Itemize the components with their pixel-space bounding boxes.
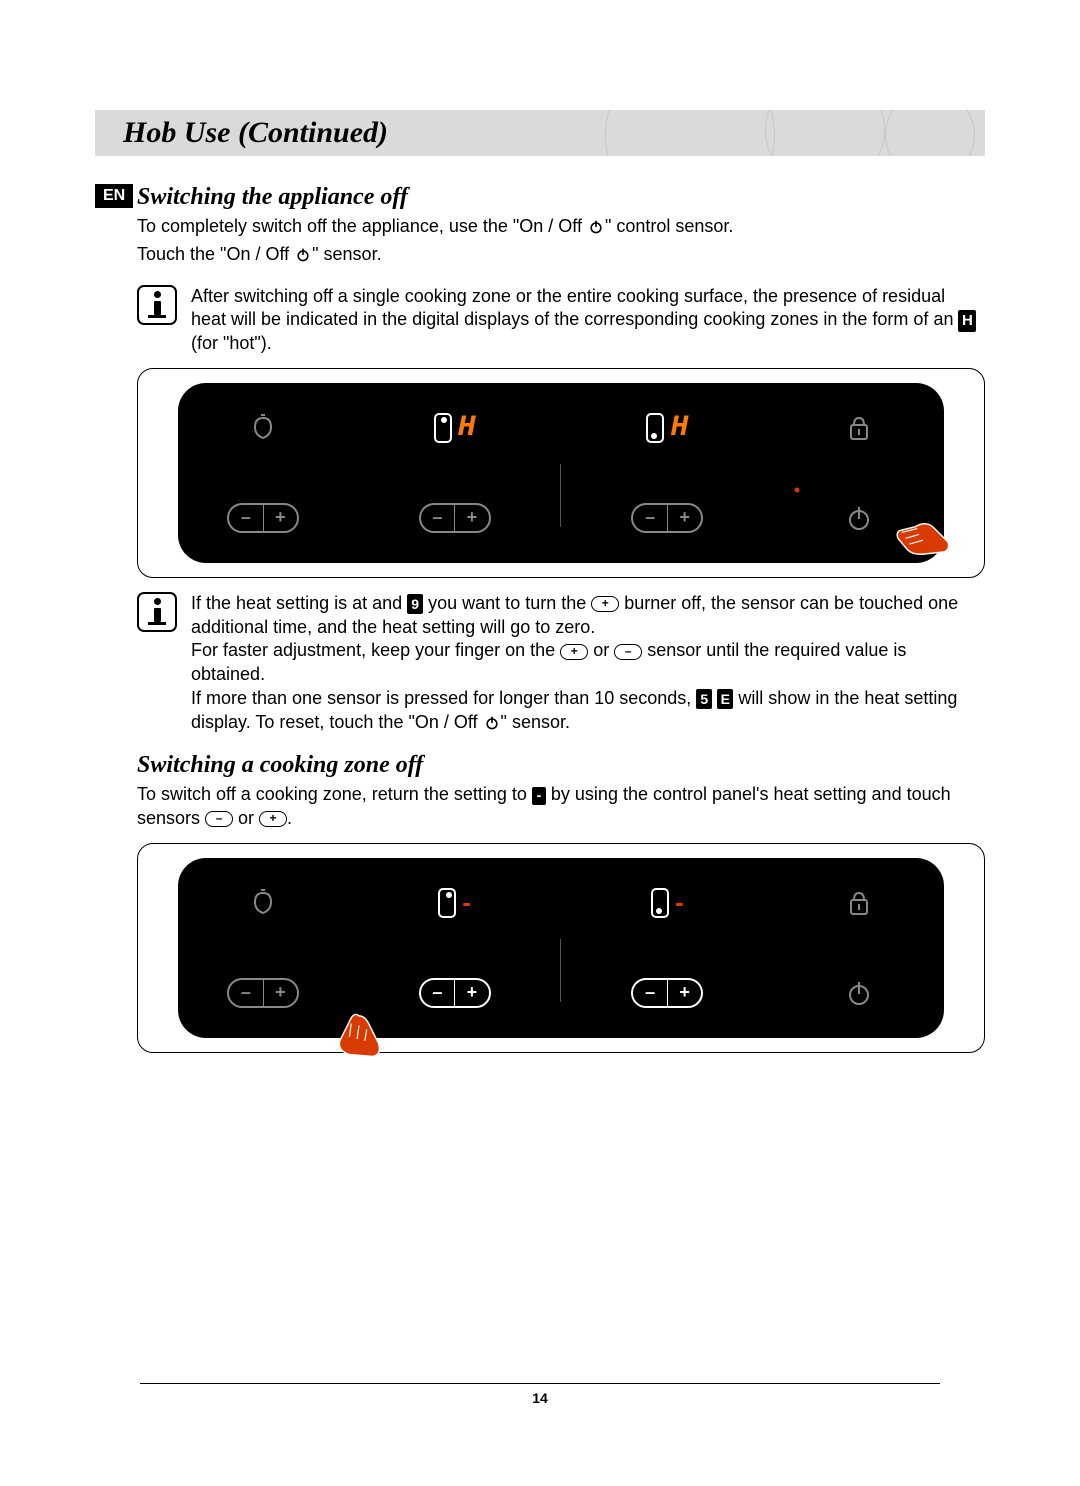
power-icon: [844, 978, 874, 1008]
info-icon: [137, 592, 177, 632]
header-decoration: [605, 110, 775, 156]
text: " sensor.: [501, 712, 570, 732]
text: you want to turn the: [423, 593, 591, 613]
power-icon: [587, 218, 605, 236]
page-title: Hob Use (Continued): [123, 116, 388, 150]
zone-indicator-icon: [438, 888, 456, 918]
zone-indicator-icon: [651, 888, 669, 918]
zone-display: -: [675, 887, 684, 918]
header-bar: Hob Use (Continued): [95, 110, 985, 156]
lock-icon: [845, 888, 873, 918]
text: or: [588, 640, 614, 660]
minus-pill-icon: –: [205, 811, 233, 827]
text: If the heat setting is at and: [191, 593, 407, 613]
pointing-hand-icon: [894, 517, 952, 565]
header-decoration: [885, 110, 975, 156]
info-text: If the heat setting is at and 9 you want…: [191, 592, 985, 735]
control-panel-illustration: –+ H –+: [137, 368, 985, 578]
zone-indicator-icon: [646, 413, 664, 443]
text: " control sensor.: [605, 216, 733, 236]
timer-icon: [248, 888, 278, 918]
body-text: To completely switch off the appliance, …: [137, 215, 985, 239]
pointing-hand-icon: [330, 1012, 388, 1065]
info-text: After switching off a single cooking zon…: [191, 285, 985, 356]
minus-plus-control: –+: [631, 503, 703, 533]
digit-symbol-icon: 5: [696, 689, 712, 709]
digit-symbol-icon: E: [717, 689, 733, 709]
text: If more than one sensor is pressed for l…: [191, 688, 696, 708]
text: After switching off a single cooking zon…: [191, 286, 958, 330]
lock-icon: [845, 413, 873, 443]
body-text: To switch off a cooking zone, return the…: [137, 783, 985, 831]
hot-display: H: [670, 411, 688, 445]
minus-plus-control: –+: [631, 978, 703, 1008]
section-heading: Switching a cooking zone off: [137, 752, 985, 779]
text: " sensor.: [312, 244, 381, 264]
page-number: 14: [140, 1384, 940, 1406]
hot-symbol-icon: H: [958, 310, 976, 332]
control-panel-illustration: –+ - –+: [137, 843, 985, 1053]
indicator-dot: [794, 487, 800, 493]
power-icon: [294, 246, 312, 264]
body-text: Touch the "On / Off " sensor.: [137, 243, 985, 267]
minus-pill-icon: –: [614, 644, 642, 660]
text: .: [287, 808, 292, 828]
text: For faster adjustment, keep your finger …: [191, 640, 560, 660]
minus-plus-control: –+: [419, 503, 491, 533]
hot-display: H: [458, 411, 476, 445]
text: Touch the "On / Off: [137, 244, 294, 264]
timer-icon: [248, 413, 278, 443]
text: To switch off a cooking zone, return the…: [137, 784, 532, 804]
power-icon: [483, 714, 501, 732]
minus-plus-control: –+: [227, 978, 299, 1008]
plus-pill-icon: +: [259, 811, 287, 827]
power-icon: [844, 503, 874, 533]
dash-symbol-icon: -: [532, 787, 546, 805]
text: (for "hot").: [191, 333, 272, 353]
text: or: [233, 808, 259, 828]
section-heading: Switching the appliance off: [137, 184, 985, 211]
digit-symbol-icon: 9: [407, 594, 423, 614]
zone-display: -: [462, 887, 471, 918]
plus-pill-icon: +: [560, 644, 588, 660]
minus-plus-control: –+: [227, 503, 299, 533]
text: To completely switch off the appliance, …: [137, 216, 587, 236]
language-badge: EN: [95, 184, 133, 208]
minus-plus-control: –+: [419, 978, 491, 1008]
footer: 14: [140, 1383, 940, 1406]
plus-pill-icon: +: [591, 596, 619, 612]
info-icon: [137, 285, 177, 325]
zone-indicator-icon: [434, 413, 452, 443]
header-decoration: [765, 110, 885, 156]
